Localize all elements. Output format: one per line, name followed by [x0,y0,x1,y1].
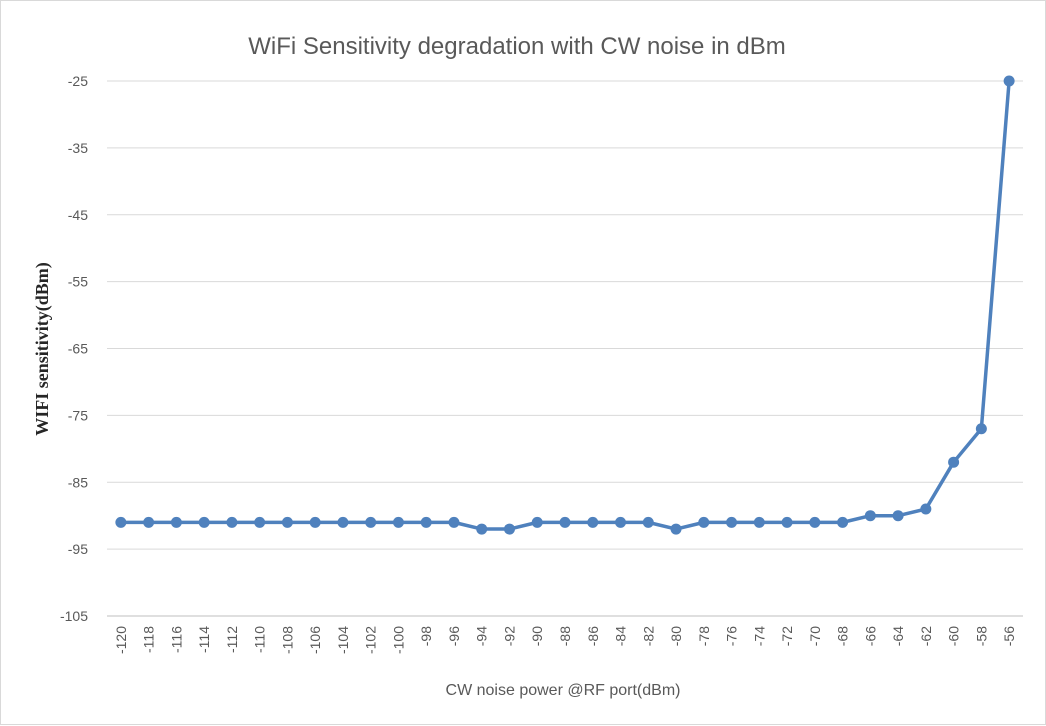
y-tick-label: -65 [68,341,88,357]
x-tick-label: -64 [890,626,906,646]
data-point [198,516,210,528]
data-point [864,510,876,522]
data-point [337,516,349,528]
data-point [615,516,627,528]
data-point [948,456,960,468]
x-tick-label: -84 [613,626,629,646]
data-point [170,516,182,528]
data-point [753,516,765,528]
data-point [781,516,793,528]
x-tick-label: -102 [363,626,379,654]
x-axis-label: CW noise power @RF port(dBm) [446,682,681,699]
y-tick-label: -25 [68,73,88,89]
data-point [392,516,404,528]
data-point [254,516,266,528]
x-tick-label: -86 [585,626,601,646]
gridlines [107,80,1023,617]
x-tick-label: -112 [224,626,240,653]
x-tick-label: -88 [557,626,573,646]
x-tick-label: -108 [279,626,295,654]
y-tick-label: -35 [68,140,88,156]
x-tick-label: -98 [418,626,434,646]
y-tick-label: -85 [68,474,88,490]
x-tick-labels: -120 -118 -116 -114 -112 -110 -108 -106 -104 -102… [113,626,1017,654]
data-point [837,516,849,528]
x-tick-label: -116 [168,626,184,653]
x-tick-label: -80 [668,626,684,646]
data-point [698,516,710,528]
data-point [726,516,738,528]
chart-title: WiFi Sensitivity degradation with CW noi… [248,33,786,60]
data-point [309,516,321,528]
x-tick-label: -114 [196,626,212,653]
data-point [115,516,127,528]
x-tick-label: -100 [390,626,406,654]
x-tick-label: -70 [807,626,823,646]
data-point [1003,75,1015,87]
x-tick-label: -62 [918,626,934,646]
data-point [531,516,543,528]
data-point [892,510,904,522]
data-point [365,516,377,528]
x-tick-label: -120 [113,626,129,654]
x-tick-label: -104 [335,626,351,654]
data-point [143,516,155,528]
x-tick-label: -82 [640,626,656,646]
data-point [420,516,432,528]
x-tick-label: -66 [862,626,878,646]
data-point [642,516,654,528]
x-tick-label: -60 [946,626,962,646]
x-tick-label: -106 [307,626,323,654]
x-tick-label: -92 [501,626,517,646]
data-point [920,503,932,515]
x-tick-label: -72 [779,626,795,646]
x-tick-label: -76 [724,626,740,646]
x-tick-label: -56 [1001,626,1017,646]
x-tick-label: -58 [973,626,989,646]
data-point [559,516,571,528]
x-tick-label: -118 [141,626,157,653]
y-tick-label: -105 [60,608,88,624]
x-tick-label: -110 [252,626,268,653]
data-point [503,523,515,535]
data-point [281,516,293,528]
y-tick-label: -55 [68,274,88,290]
data-point [587,516,599,528]
x-tick-label: -74 [751,626,767,646]
x-tick-label: -78 [696,626,712,646]
data-point [448,516,460,528]
data-point [476,523,488,535]
x-tick-label: -68 [835,626,851,646]
data-point [226,516,238,528]
x-tick-label: -90 [529,626,545,646]
y-tick-label: -95 [68,541,88,557]
y-tick-labels: -25 -35 -45 -55 -65 -75 -85 -95 -105 [60,73,88,624]
y-tick-label: -45 [68,207,88,223]
y-axis-label: WIFI sensitivity(dBm) [32,262,53,436]
data-point [809,516,821,528]
data-point [975,423,987,435]
x-tick-label: -94 [474,626,490,646]
series-layer [115,75,1015,535]
data-point [670,523,682,535]
x-tick-label: -96 [446,626,462,646]
y-tick-label: -75 [68,407,88,423]
